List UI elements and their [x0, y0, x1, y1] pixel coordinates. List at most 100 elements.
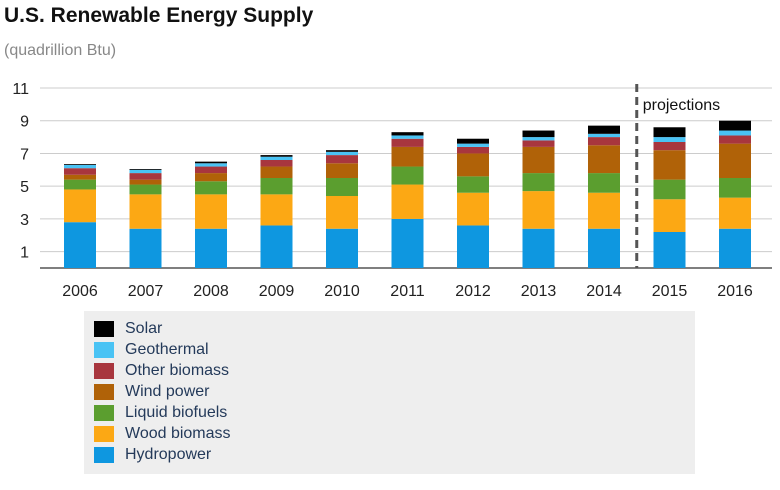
bar-segment-wood-biomass	[129, 194, 162, 229]
legend-label: Hydropower	[125, 446, 212, 463]
bar-segment-other-biomass	[260, 160, 293, 167]
bar-segment-liquid-biofuels	[719, 178, 751, 198]
chart-title: U.S. Renewable Energy Supply	[4, 4, 314, 27]
bar-segment-liquid-biofuels	[64, 179, 96, 190]
bar-segment-geothermal	[653, 137, 686, 142]
x-tick-label: 2013	[521, 283, 557, 300]
bar-segment-hydropower	[64, 222, 96, 268]
bar-segment-solar	[653, 127, 686, 138]
bar-segment-solar	[391, 132, 424, 136]
bar-segment-hydropower	[260, 225, 293, 268]
x-tick-label: 2011	[390, 283, 425, 300]
bar-segment-other-biomass	[129, 173, 162, 180]
bar-segment-wind-power	[457, 153, 489, 177]
bar-segment-wind-power	[64, 174, 96, 180]
legend-label: Other biomass	[125, 362, 230, 379]
bar-segment-solar	[195, 161, 227, 164]
bar-segment-wood-biomass	[326, 196, 358, 229]
x-tick-label: 2015	[652, 283, 688, 300]
bar-segment-hydropower	[195, 228, 227, 268]
legend-label: Wind power	[125, 383, 210, 400]
y-tick-label: 1	[20, 245, 29, 262]
bar-segment-liquid-biofuels	[326, 178, 358, 196]
legend-swatch	[94, 321, 114, 337]
bar-segment-wood-biomass	[391, 184, 424, 219]
bar-segment-other-biomass	[64, 168, 96, 175]
bar-segment-geothermal	[588, 133, 620, 138]
legend-item: Solar	[94, 319, 162, 339]
bar-segment-wind-power	[195, 173, 227, 182]
bar-segment-hydropower	[129, 228, 162, 268]
bar-segment-solar	[260, 155, 293, 157]
bar-segment-geothermal	[391, 135, 424, 139]
bar-segment-geothermal	[326, 151, 358, 156]
bar-segment-other-biomass	[588, 137, 620, 146]
bar-segment-solar	[64, 164, 96, 165]
legend-label: Liquid biofuels	[125, 404, 228, 421]
y-tick-label: 9	[20, 114, 29, 131]
bar-segment-hydropower	[391, 218, 424, 268]
bar-segment-solar	[588, 125, 620, 134]
bar-segment-geothermal	[64, 164, 96, 169]
bar-segment-wood-biomass	[588, 192, 620, 229]
x-tick-label: 2008	[193, 283, 229, 300]
bar-segment-solar	[129, 169, 162, 170]
bar-segment-other-biomass	[522, 140, 555, 147]
x-tick-label: 2009	[259, 283, 295, 300]
bar-segment-wood-biomass	[457, 192, 489, 226]
bar-segment-wood-biomass	[64, 189, 96, 223]
legend-swatch	[94, 426, 114, 442]
bar-segment-solar	[719, 120, 751, 131]
x-tick-label: 2012	[455, 283, 491, 300]
bar-segment-hydropower	[719, 228, 751, 268]
legend-item: Geothermal	[94, 340, 209, 360]
bar-segment-liquid-biofuels	[653, 179, 686, 200]
bar-segment-other-biomass	[391, 138, 424, 147]
bar-segment-geothermal	[129, 169, 162, 174]
legend-swatch	[94, 384, 114, 400]
bar-segment-hydropower	[522, 228, 555, 268]
y-tick-label: 11	[12, 81, 29, 98]
chart-legend: Solar Geothermal Other biomass Wind power Li…	[84, 311, 695, 474]
bar-segment-liquid-biofuels	[260, 178, 293, 195]
bar-segment-wind-power	[653, 150, 686, 180]
bar-segment-liquid-biofuels	[588, 173, 620, 193]
bar-segment-solar	[326, 150, 358, 152]
legend-item: Wood biomass	[94, 424, 231, 444]
legend-swatch	[94, 363, 114, 379]
legend-swatch	[94, 447, 114, 463]
bar-segment-wind-power	[719, 143, 751, 178]
bar-segment-wind-power	[260, 166, 293, 178]
x-tick-label: 2016	[717, 283, 753, 300]
bar-segment-wood-biomass	[653, 199, 686, 232]
legend-label: Solar	[125, 320, 163, 337]
legend-swatch	[94, 405, 114, 421]
bar-segment-liquid-biofuels	[457, 176, 489, 193]
bar-segment-solar	[522, 130, 555, 138]
bar-segment-geothermal	[719, 130, 751, 136]
bar-segment-hydropower	[588, 228, 620, 268]
bar-segment-hydropower	[457, 225, 489, 268]
legend-label: Geothermal	[125, 341, 209, 358]
bar-segment-geothermal	[260, 156, 293, 160]
bar-segment-liquid-biofuels	[522, 173, 555, 192]
bar-segment-liquid-biofuels	[391, 166, 424, 185]
y-tick-label: 5	[20, 179, 29, 196]
projections-label: projections	[643, 97, 720, 114]
legend-swatch	[94, 342, 114, 358]
bar-segment-other-biomass	[195, 166, 227, 174]
bar-segment-liquid-biofuels	[195, 181, 227, 195]
x-tick-label: 2010	[324, 283, 360, 300]
bar-segment-other-biomass	[719, 135, 751, 144]
bar-segment-solar	[457, 138, 489, 144]
legend-label: Wood biomass	[125, 425, 231, 442]
bar-segment-other-biomass	[653, 142, 686, 151]
legend-item: Wind power	[94, 382, 209, 402]
bar-segment-geothermal	[522, 137, 555, 141]
bar-segment-geothermal	[457, 143, 489, 147]
bar-segment-geothermal	[195, 163, 227, 167]
bar-segment-wind-power	[588, 145, 620, 174]
bar-segment-liquid-biofuels	[129, 184, 162, 195]
legend-item: Liquid biofuels	[94, 403, 227, 423]
chart-subtitle: (quadrillion Btu)	[4, 42, 117, 59]
